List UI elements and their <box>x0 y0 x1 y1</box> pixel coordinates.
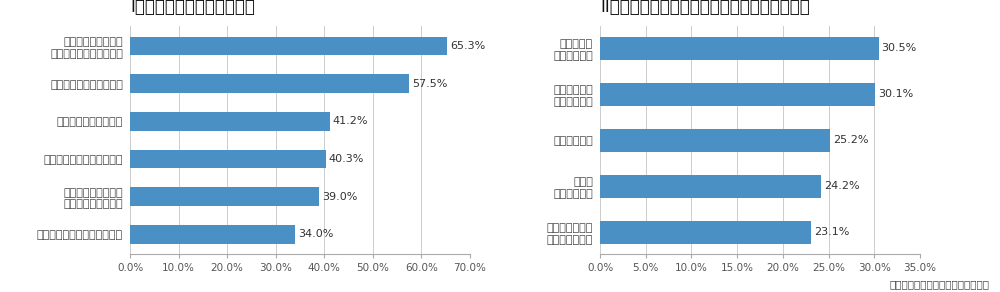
Text: 34.0%: 34.0% <box>298 229 333 239</box>
Bar <box>130 150 326 168</box>
Text: 40.3%: 40.3% <box>328 154 364 164</box>
Text: 30.5%: 30.5% <box>881 43 917 53</box>
Text: I．高校中途退学当時の状況: I．高校中途退学当時の状況 <box>130 0 255 16</box>
Text: 57.5%: 57.5% <box>412 79 447 89</box>
Text: 25.2%: 25.2% <box>833 135 868 145</box>
Bar <box>130 225 295 244</box>
Text: 文部科学省・学校基本調査より抜粋: 文部科学省・学校基本調査より抜粋 <box>890 279 990 289</box>
Text: 39.0%: 39.0% <box>322 192 358 202</box>
Bar <box>130 36 447 55</box>
Text: 41.2%: 41.2% <box>333 116 368 126</box>
Text: 24.2%: 24.2% <box>824 181 859 191</box>
Text: II．どのようなことがあれば退学しなかったか: II．どのようなことがあれば退学しなかったか <box>600 0 810 16</box>
Bar <box>130 112 330 131</box>
Bar <box>130 74 409 93</box>
Bar <box>600 83 875 106</box>
Text: 23.1%: 23.1% <box>814 227 849 237</box>
Bar <box>600 36 879 60</box>
Text: 30.1%: 30.1% <box>878 89 913 99</box>
Bar <box>130 187 319 206</box>
Bar <box>600 221 811 244</box>
Text: 65.3%: 65.3% <box>450 41 485 51</box>
Bar <box>600 175 821 198</box>
Bar <box>600 129 830 152</box>
